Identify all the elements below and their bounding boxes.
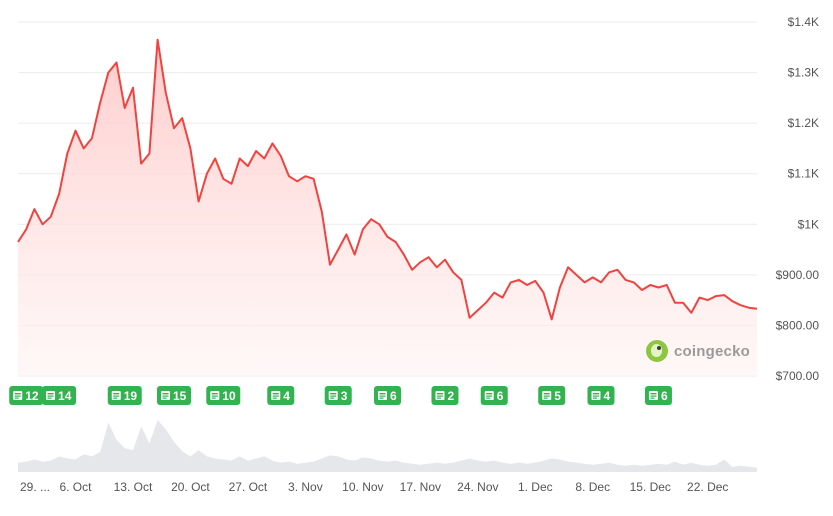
news-badge[interactable]: 4 — [587, 386, 615, 405]
news-badge-count: 19 — [124, 389, 138, 403]
newspaper-icon — [378, 391, 387, 400]
y-tick-label: $900.00 — [776, 268, 820, 282]
y-tick-label: $1.1K — [788, 167, 819, 181]
news-badge[interactable]: 12 — [9, 386, 44, 405]
news-badge[interactable]: 10 — [206, 386, 241, 405]
newspaper-icon — [542, 391, 552, 400]
news-badge[interactable]: 15 — [157, 386, 192, 405]
news-badge-bg — [431, 386, 459, 405]
news-badge[interactable]: 3 — [324, 386, 352, 405]
news-badge[interactable]: 6 — [480, 386, 508, 405]
news-badge-count: 4 — [283, 389, 290, 403]
x-tick-label: 8. Dec — [575, 480, 610, 494]
x-tick-label: 10. Nov — [342, 480, 383, 494]
news-badge-bg — [107, 386, 142, 405]
newspaper-icon — [328, 391, 338, 400]
news-badge-bg — [538, 386, 566, 405]
newspaper-icon — [271, 391, 281, 400]
newspaper-icon — [648, 391, 658, 400]
y-tick-label: $700.00 — [776, 369, 820, 383]
price-area-fill — [18, 39, 757, 376]
coingecko-watermark: coingecko — [646, 340, 750, 362]
y-tick-label: $800.00 — [776, 318, 820, 332]
y-axis: $700.00 $800.00 $900.00 $1K $1.1K $1.2K $1.3K $… — [776, 15, 820, 383]
y-tick-label: $1K — [798, 217, 819, 231]
x-tick-label: 20. Oct — [171, 480, 210, 494]
newspaper-icon — [484, 391, 494, 400]
news-badge-bg — [42, 386, 77, 405]
news-badge[interactable]: 6 — [374, 386, 401, 405]
news-badge-count: 15 — [173, 389, 187, 403]
x-tick-label: 24. Nov — [457, 480, 498, 494]
news-badges[interactable]: 12 14 19 15 10 4 3 6 2 6 5 4 6 — [9, 386, 672, 405]
price-line-group — [17, 38, 758, 321]
news-badge-count: 6 — [661, 389, 668, 403]
news-badge-count: 6 — [497, 389, 504, 403]
news-badge-count: 3 — [341, 389, 348, 403]
news-badge-count: 4 — [603, 389, 610, 403]
news-badge[interactable]: 6 — [644, 386, 672, 405]
news-badge-count: 10 — [222, 389, 236, 403]
x-tick-label: 3. Nov — [288, 480, 323, 494]
watermark-text: coingecko — [674, 342, 750, 360]
news-badge-bg — [374, 386, 401, 405]
x-tick-label: 27. Oct — [229, 480, 268, 494]
x-tick-label: 22. Dec — [687, 480, 728, 494]
volume-area-fill — [18, 420, 757, 472]
newspaper-icon — [210, 391, 220, 400]
x-tick-label: 15. Dec — [630, 480, 671, 494]
newspaper-icon — [591, 391, 601, 400]
news-badge-bg — [267, 386, 295, 405]
news-badge[interactable]: 19 — [107, 386, 142, 405]
coingecko-logo-icon — [646, 340, 668, 362]
news-badge-bg — [324, 386, 352, 405]
news-badge-bg — [206, 386, 241, 405]
news-badge-bg — [480, 386, 508, 405]
x-tick-label: 17. Nov — [400, 480, 441, 494]
news-badge[interactable]: 2 — [431, 386, 459, 405]
news-badge-count: 12 — [25, 389, 39, 403]
y-tick-label: $1.4K — [788, 15, 819, 29]
price-line[interactable] — [17, 38, 758, 321]
y-tick-label: $1.3K — [788, 66, 819, 80]
volume-area — [18, 420, 757, 472]
x-tick-label: 13. Oct — [114, 480, 153, 494]
newspaper-icon — [111, 391, 121, 400]
newspaper-icon — [161, 391, 171, 400]
news-badge-count: 2 — [447, 389, 454, 403]
news-badge-bg — [157, 386, 192, 405]
news-badge-count: 6 — [390, 389, 397, 403]
news-badge-count: 5 — [554, 389, 561, 403]
news-badge-count: 14 — [58, 389, 72, 403]
news-badge-bg — [644, 386, 672, 405]
news-badge[interactable]: 14 — [42, 386, 77, 405]
x-tick-label: 1. Dec — [518, 480, 553, 494]
y-tick-label: $1.2K — [788, 116, 819, 130]
newspaper-icon — [435, 391, 445, 400]
news-badge-bg — [587, 386, 615, 405]
news-badge[interactable]: 4 — [267, 386, 295, 405]
news-badge-bg — [9, 386, 44, 405]
x-axis: 29. ... 6. Oct 13. Oct 20. Oct 27. Oct 3. Nov… — [20, 480, 728, 494]
x-tick-label: 6. Oct — [59, 480, 92, 494]
newspaper-icon — [13, 391, 23, 400]
price-area — [18, 39, 757, 376]
newspaper-icon — [46, 391, 56, 400]
x-tick-label: 29. ... — [20, 480, 50, 494]
news-badge[interactable]: 5 — [538, 386, 566, 405]
